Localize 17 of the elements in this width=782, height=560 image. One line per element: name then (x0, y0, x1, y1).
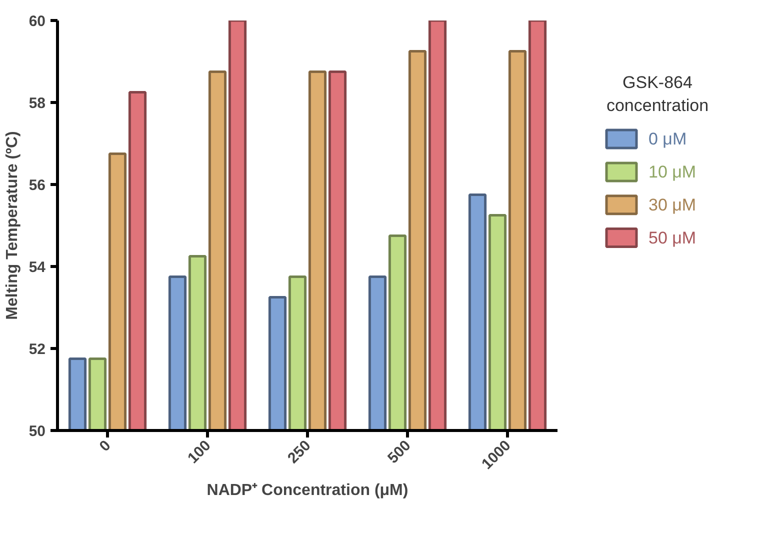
y-tick-label: 52 (28, 341, 46, 358)
x-axis-title: NADP⁺ Concentration (μM) (206, 482, 408, 499)
x-tick-label: 0 (96, 437, 114, 456)
y-tick-label: 60 (28, 13, 46, 30)
x-tick-label: 250 (284, 437, 314, 467)
y-axis-title: Melting Temperature (ºC) (4, 131, 21, 320)
legend-label: 50 μM (648, 228, 696, 248)
y-tick-label: 58 (28, 95, 46, 112)
x-tick-label: 100 (184, 437, 214, 467)
legend-title: GSK-864 concentration (606, 73, 709, 115)
y-tick-label: 54 (28, 259, 46, 276)
y-tick-label: 50 (28, 423, 46, 440)
legend-label: 0 μM (648, 130, 687, 149)
x-tick-label: 500 (384, 437, 414, 467)
y-tick-label: 56 (28, 177, 46, 194)
legend-label: 10 μM (648, 162, 696, 182)
legend-label: 30 μM (648, 195, 696, 214)
